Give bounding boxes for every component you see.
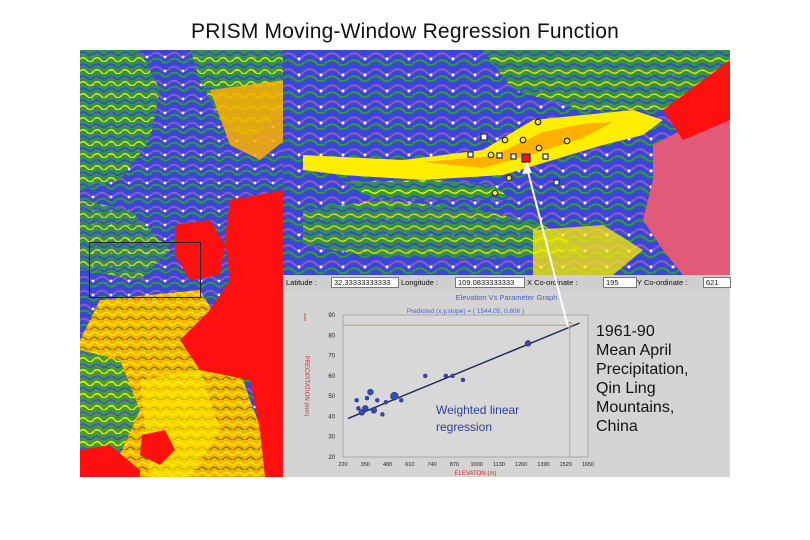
x-tick-label: 350 — [361, 462, 370, 468]
x-axis-label: ELEVATON (m) — [455, 471, 497, 477]
longitude-field[interactable]: 109.0833333333 — [455, 277, 525, 288]
x-tick-label: 1650 — [582, 462, 594, 468]
data-point — [380, 412, 385, 417]
data-point — [383, 400, 389, 405]
data-point — [356, 406, 361, 411]
data-point — [390, 391, 399, 401]
plot-area — [342, 314, 589, 458]
zoomed-map[interactable] — [283, 50, 730, 275]
data-point — [364, 395, 370, 401]
x-tick-label: 1520 — [560, 462, 572, 468]
data-point — [450, 373, 455, 379]
x-tick-label: 480 — [383, 462, 392, 468]
data-point — [524, 340, 532, 347]
caption-line: 1961-90 — [596, 323, 655, 340]
regression-annotation: Weighted linear regression — [436, 402, 519, 436]
data-point — [354, 397, 359, 403]
y-tick-label: 50 — [328, 394, 335, 400]
data-point — [367, 388, 374, 396]
data-point — [423, 373, 428, 379]
y-tick-label: 60 — [328, 374, 335, 380]
latitude-field[interactable]: 32.33333333333 — [331, 277, 399, 288]
y-tick-label: 90 — [328, 313, 335, 319]
data-point — [375, 397, 380, 403]
x-tick-label: 1000 — [471, 462, 483, 468]
data-point — [370, 407, 378, 414]
y-coordinate-label: Y Co-ordinate : — [637, 278, 688, 287]
page-title: PRISM Moving-Window Regression Function — [191, 20, 619, 43]
map-caption: 1961-90 Mean April Precipitation, Qin Li… — [596, 322, 716, 436]
x-tick-label: 740 — [427, 462, 436, 468]
coordinate-bar: Latitude : 32.33333333333 Longitude : 10… — [283, 275, 731, 291]
x-tick-label: 870 — [450, 462, 459, 468]
y-tick-label: 20 — [328, 455, 335, 461]
data-point — [443, 373, 448, 379]
y-tick-label: 70 — [328, 354, 335, 360]
annotation-line-2: regression — [436, 420, 493, 434]
y-coordinate-field[interactable]: 621 — [703, 277, 731, 288]
x-coordinate-field[interactable]: 195 — [603, 277, 637, 288]
data-point — [460, 377, 466, 383]
latitude-label: Latitude : — [286, 278, 317, 287]
target-cell-marker — [521, 153, 531, 163]
regression-chart: Predicted (x,y,slope) = ( 1544.05, 0.806… — [303, 308, 594, 477]
caption-line: Mean April — [596, 342, 672, 359]
y-tick-label: 80 — [328, 333, 335, 339]
longitude-label: Longitude : — [401, 278, 439, 287]
annotation-line-1: Weighted linear — [436, 403, 520, 417]
x-tick-label: 220 — [338, 462, 347, 468]
y-tick-label: 30 — [328, 435, 335, 441]
data-point — [399, 397, 404, 403]
selection-rectangle[interactable] — [89, 242, 201, 298]
graph-panel: Elevation Vs Parameter Graph Predicted (… — [283, 291, 730, 477]
chart-title: Predicted (x,y,slope) = ( 1544.05, 0.806… — [407, 308, 525, 315]
x-tick-label: 1260 — [515, 462, 527, 468]
data-point — [362, 405, 369, 412]
y-tick-label: 40 — [328, 414, 335, 420]
x-coordinate-label: X Co-ordinate : — [527, 278, 578, 287]
caption-line: Precipitation, — [596, 361, 689, 378]
x-tick-label: 1130 — [493, 462, 505, 468]
caption-line: Qin Ling — [596, 380, 656, 397]
caption-line: China — [596, 418, 638, 435]
overview-map[interactable] — [80, 50, 285, 477]
x-tick-label: 610 — [405, 462, 414, 468]
graph-panel-title: Elevation Vs Parameter Graph — [455, 293, 558, 302]
x-tick-label: 1390 — [537, 462, 549, 468]
caption-line: Mountains, — [596, 399, 675, 416]
y-axis-label: PRECIPITATION (mm) — [303, 356, 309, 417]
data-point — [358, 409, 366, 416]
